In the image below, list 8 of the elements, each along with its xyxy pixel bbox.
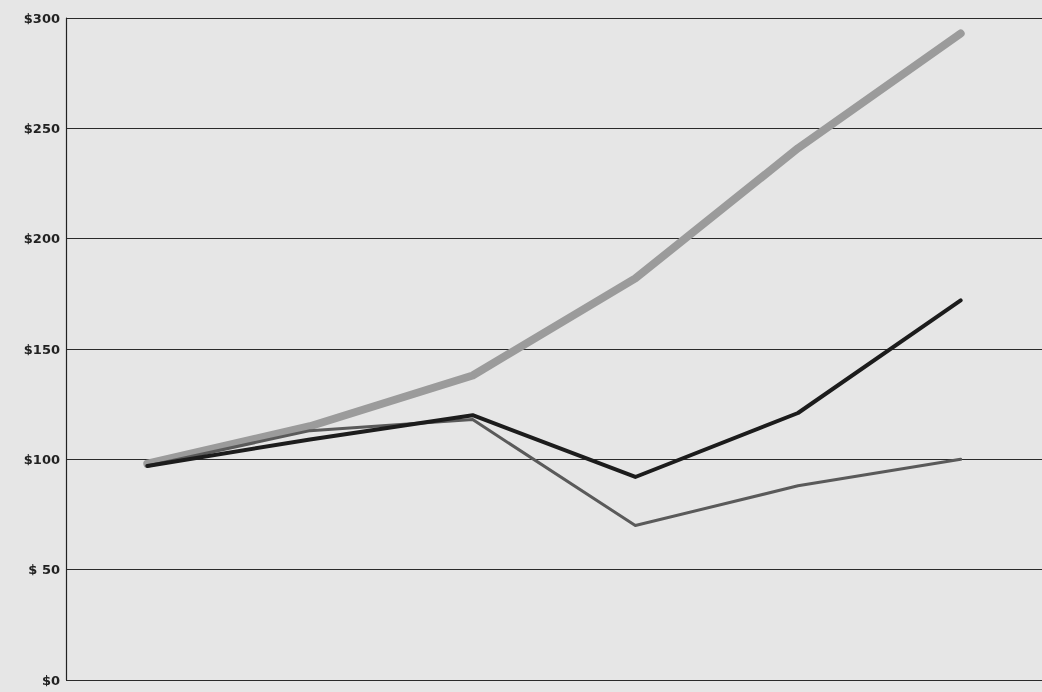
line-series [145,298,963,479]
y-tick-label: $100 [23,451,60,467]
y-tick-label: $250 [23,120,60,136]
y-tick-label: $ 50 [28,562,60,578]
y-tick-label: $0 [41,672,60,688]
y-tick-label: $150 [23,341,60,357]
y-tick-label: $200 [23,231,60,247]
y-tick-label: $300 [23,10,60,26]
